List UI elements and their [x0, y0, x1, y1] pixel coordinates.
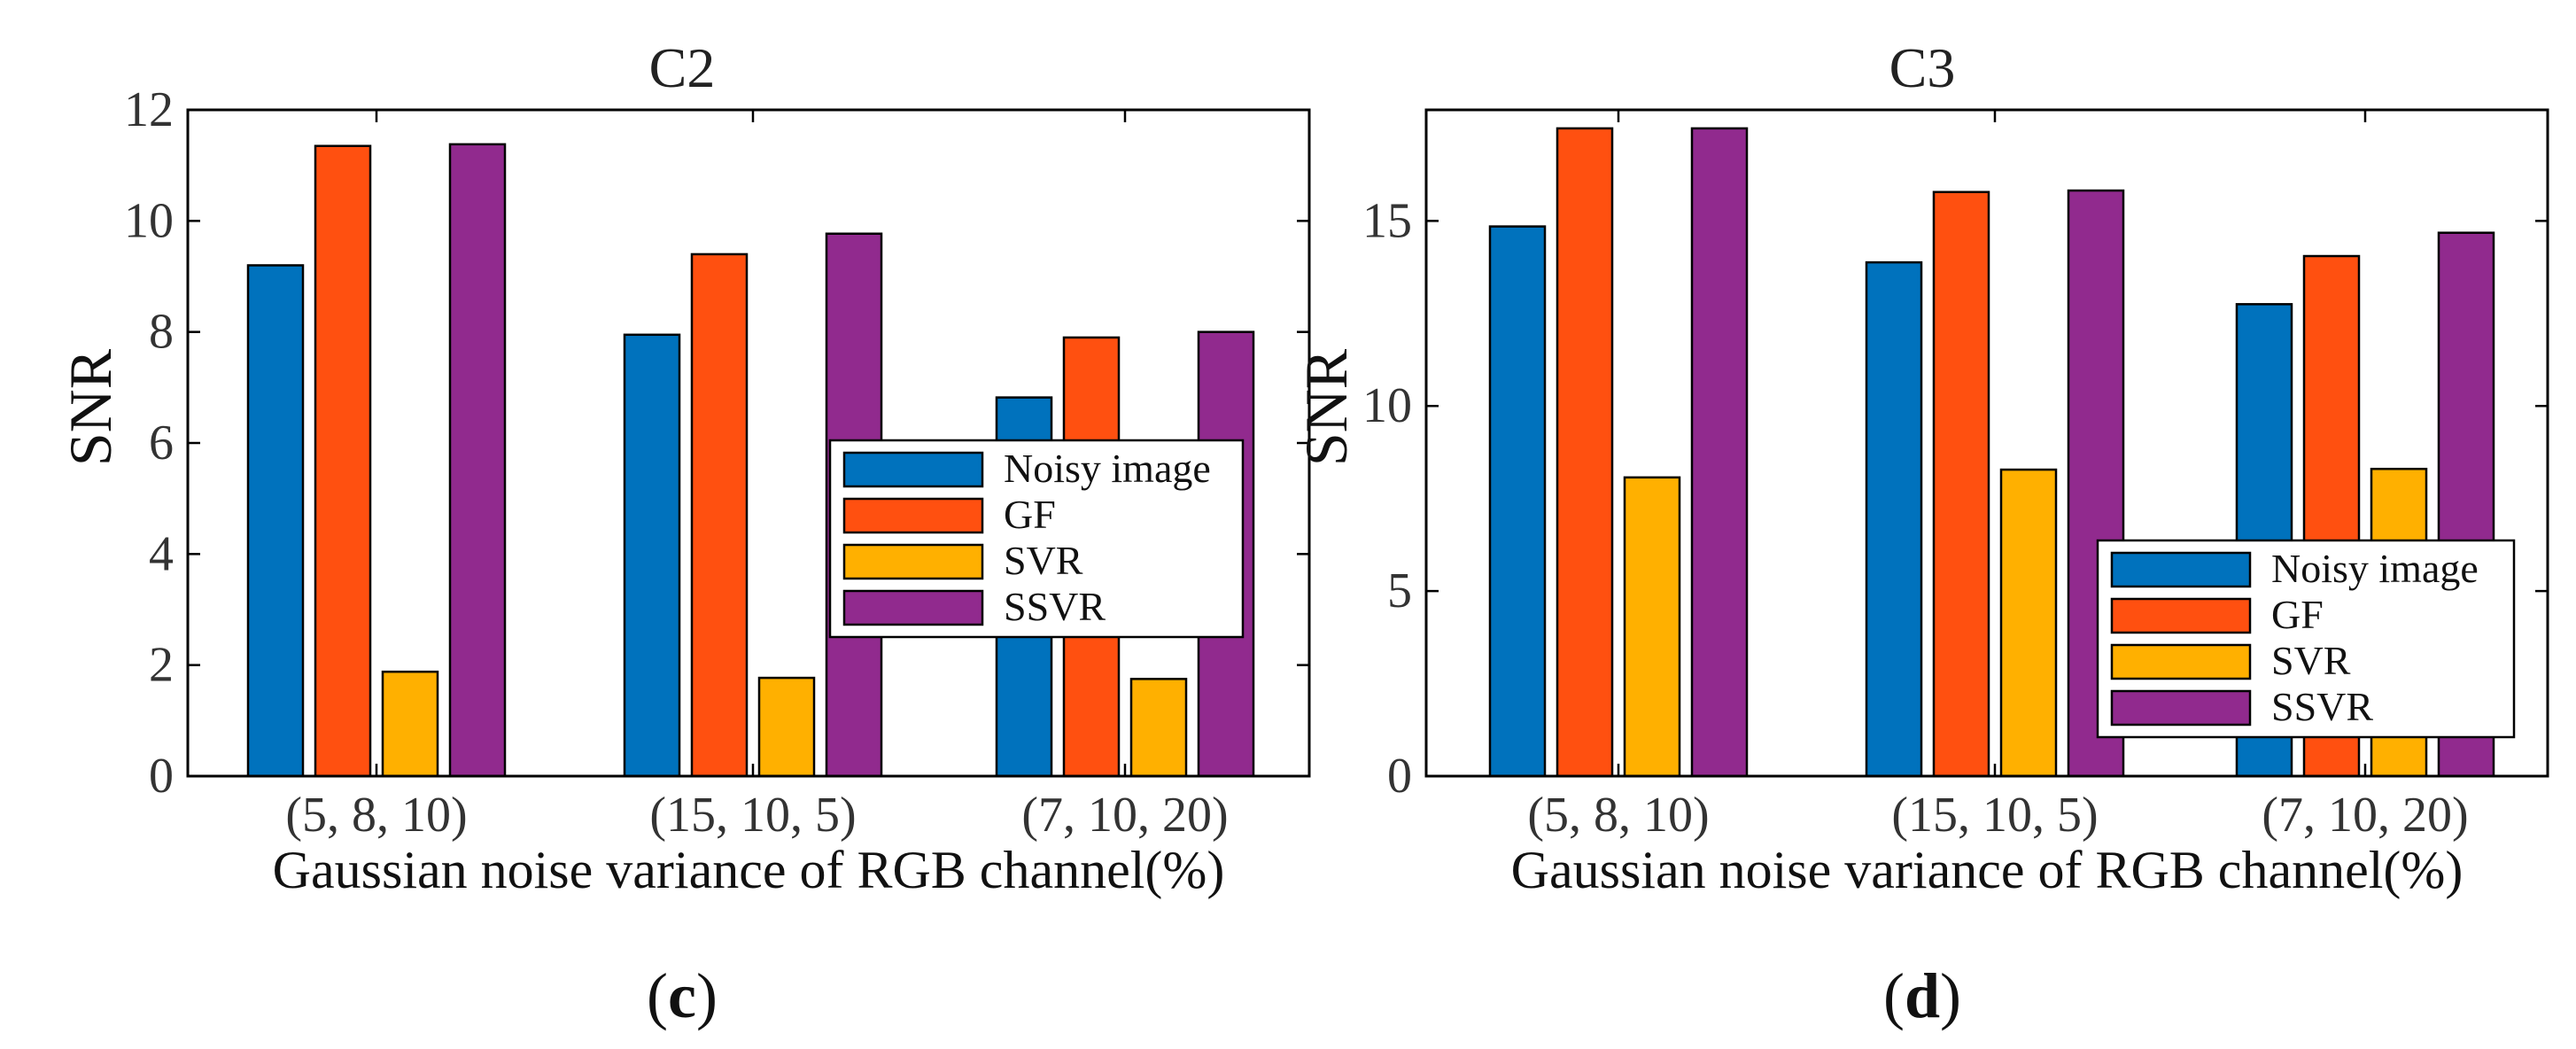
axes-frame [1424, 108, 2549, 778]
x-axis-label: Gaussian noise variance of RGB channel(%… [273, 841, 1225, 899]
x-tick-label: (7, 10, 20) [1021, 788, 1228, 843]
bar-gf-2 [1932, 190, 1990, 778]
x-axis-label: Gaussian noise variance of RGB channel(%… [1511, 841, 2463, 899]
y-tick-label: 10 [124, 193, 174, 248]
panel-label: (c) [647, 960, 718, 1031]
y-tick-label: 10 [1362, 378, 1412, 433]
chart-panel-1: C2 0 2 4 6 8 10 12 (5, 8, 10) (15, 10, 5) (7, 10, … [57, 36, 1311, 1031]
legend-swatch [842, 497, 984, 534]
legend-swatch [2110, 689, 2252, 727]
y-tick-label: 5 [1387, 563, 1412, 618]
y-tick-label: 15 [1362, 193, 1412, 248]
panel-label-close: ) [1940, 960, 1961, 1031]
y-tick-label: 12 [124, 82, 174, 137]
x-tick-label: (15, 10, 5) [649, 788, 856, 843]
legend-entry: SSVR [1004, 584, 1106, 629]
legend-entry: SSVR [2271, 684, 2373, 729]
x-tick-label: (7, 10, 20) [2262, 788, 2468, 843]
y-tick-label: 0 [149, 749, 174, 804]
bar-gf-1 [314, 144, 372, 778]
legend-entry: Noisy image [2271, 546, 2479, 591]
bar-svr-3 [1129, 678, 1188, 778]
panel-label-open: ( [1883, 960, 1905, 1031]
bar-gf-1 [1556, 127, 1614, 778]
y-axis-label: SNR [57, 348, 124, 466]
legend-entry: GF [2271, 592, 2324, 637]
bar-svr-2 [757, 676, 816, 778]
panel-label: (d) [1883, 960, 1961, 1031]
chart-title: C3 [1889, 36, 1956, 99]
legend-swatch [2110, 643, 2252, 680]
y-tick-label: 0 [1387, 749, 1412, 804]
y-tick-label: 6 [149, 416, 174, 470]
bar-svr-2 [1999, 468, 2058, 778]
bar-noisy-image-2 [623, 333, 681, 778]
legend-swatch [842, 451, 984, 488]
x-tick-label: (15, 10, 5) [1891, 788, 2098, 843]
bar-noisy-image-1 [246, 264, 305, 778]
bar-ssvr-1 [448, 143, 507, 778]
y-axis-label: SNR [1292, 348, 1360, 466]
legend-swatch [2110, 551, 2252, 588]
legend-swatch [2110, 597, 2252, 634]
panel-label-letter: d [1905, 960, 1940, 1031]
y-tick-label: 2 [149, 638, 174, 693]
panel-label-letter: c [668, 960, 696, 1031]
chart-title: C2 [649, 36, 716, 99]
legend-swatch [842, 543, 984, 580]
y-tick-label: 8 [149, 305, 174, 360]
bar-noisy-image-1 [1488, 225, 1547, 778]
bar-svr-1 [1623, 476, 1681, 778]
bar-svr-1 [381, 670, 439, 778]
legend-entry: Noisy image [1004, 446, 1211, 491]
bar-noisy-image-2 [1865, 260, 1923, 778]
bar-ssvr-1 [1690, 127, 1749, 778]
chart-panel-2: C3 0 5 10 15 (5, 8, 10) (15, 10, 5) (7, 10, 20)… [1292, 36, 2549, 1031]
legend-swatch [842, 589, 984, 626]
legend-entry: GF [1004, 492, 1056, 537]
legend-entry: SVR [2271, 638, 2351, 683]
panel-label-open: ( [647, 960, 668, 1031]
legend-entry: SVR [1004, 538, 1083, 583]
y-tick-label: 4 [149, 526, 174, 581]
x-tick-label: (5, 8, 10) [1527, 788, 1709, 843]
x-tick-label: (5, 8, 10) [285, 788, 467, 843]
bar-gf-2 [690, 253, 749, 778]
panel-label-close: ) [696, 960, 718, 1031]
